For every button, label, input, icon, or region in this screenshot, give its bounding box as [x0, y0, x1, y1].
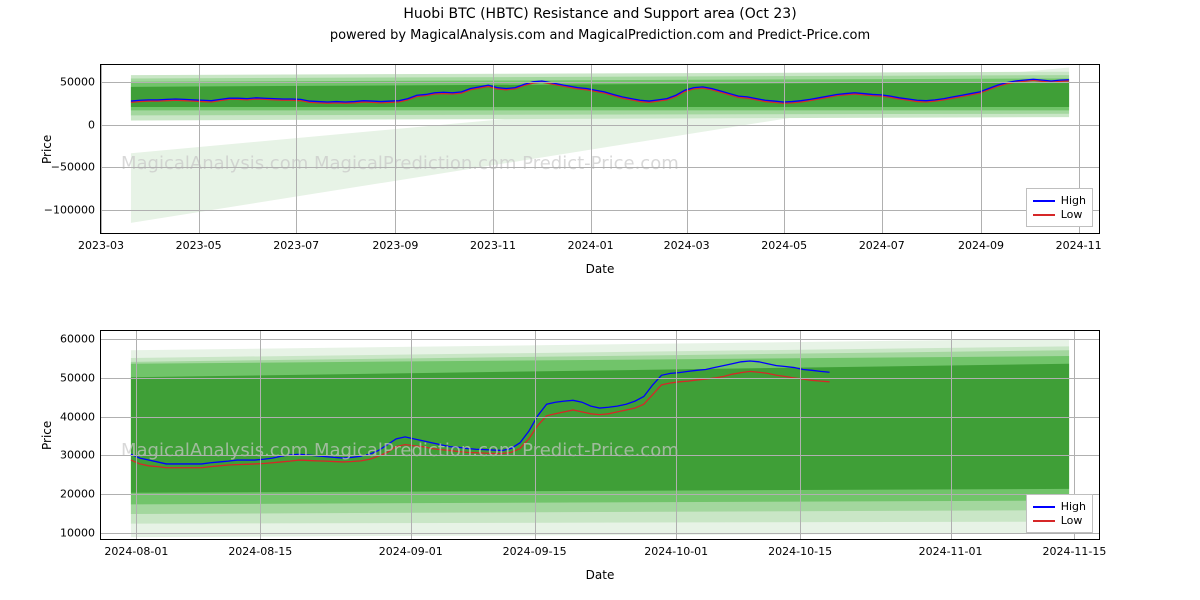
gridline-h [101, 210, 1099, 211]
legend-item: Low [1033, 208, 1086, 221]
gridline-h [101, 167, 1099, 168]
ytick-label: 10000 [60, 527, 101, 540]
gridline-h [101, 533, 1099, 534]
gridline-v [493, 65, 494, 233]
ytick-label: 0 [88, 118, 101, 131]
legend-item: Low [1033, 514, 1086, 527]
xtick-label: 2024-09-01 [379, 539, 443, 558]
xtick-label: 2023-03 [78, 233, 124, 252]
gridline-h [101, 125, 1099, 126]
gridline-v [951, 331, 952, 539]
gridline-v [535, 331, 536, 539]
ytick-label: −50000 [51, 161, 101, 174]
gridline-h [101, 339, 1099, 340]
xtick-label: 2024-10-01 [644, 539, 708, 558]
gridline-v [260, 331, 261, 539]
xtick-label: 2024-09-15 [503, 539, 567, 558]
gridline-v [395, 65, 396, 233]
legend-top: HighLow [1026, 188, 1093, 227]
xtick-label: 2024-05 [761, 233, 807, 252]
ytick-label: 50000 [60, 76, 101, 89]
gridline-v [882, 65, 883, 233]
ytick-label: 40000 [60, 410, 101, 423]
lines-bottom [101, 331, 1099, 539]
lines-top [101, 65, 1099, 233]
legend-label: Low [1061, 514, 1083, 527]
legend-label: High [1061, 194, 1086, 207]
legend-label: Low [1061, 208, 1083, 221]
xtick-label: 2023-11 [470, 233, 516, 252]
gridline-v [800, 331, 801, 539]
xtick-label: 2024-01 [568, 233, 614, 252]
ytick-label: 30000 [60, 449, 101, 462]
ylabel-top: Price [40, 135, 54, 164]
legend-swatch [1033, 214, 1055, 216]
legend-item: High [1033, 500, 1086, 513]
gridline-v [784, 65, 785, 233]
gridline-v [411, 331, 412, 539]
xtick-label: 2024-03 [664, 233, 710, 252]
gridline-v [687, 65, 688, 233]
ytick-label: 60000 [60, 332, 101, 345]
gridline-v [591, 65, 592, 233]
panel-bottom: MagicalAnalysis.com MagicalPrediction.co… [100, 330, 1100, 540]
gridline-v [981, 65, 982, 233]
ytick-label: 50000 [60, 371, 101, 384]
gridline-h [101, 378, 1099, 379]
legend-swatch [1033, 520, 1055, 522]
chart-subtitle: powered by MagicalAnalysis.com and Magic… [0, 28, 1200, 43]
gridline-h [101, 455, 1099, 456]
ytick-label: 20000 [60, 488, 101, 501]
xtick-label: 2024-11-01 [919, 539, 983, 558]
panel-bottom-clip [101, 331, 1099, 539]
xtick-label: 2024-11-15 [1042, 539, 1106, 558]
xtick-label: 2024-08-01 [104, 539, 168, 558]
xtick-label: 2023-05 [176, 233, 222, 252]
xlabel-top: Date [100, 262, 1100, 276]
legend-bottom: HighLow [1026, 494, 1093, 533]
gridline-v [101, 65, 102, 233]
gridline-h [101, 82, 1099, 83]
panel-top: MagicalAnalysis.com MagicalPrediction.co… [100, 64, 1100, 234]
xtick-label: 2023-07 [273, 233, 319, 252]
xlabel-bottom: Date [100, 568, 1100, 582]
xtick-label: 2023-09 [372, 233, 418, 252]
gridline-v [136, 331, 137, 539]
gridline-v [296, 65, 297, 233]
legend-label: High [1061, 500, 1086, 513]
legend-swatch [1033, 200, 1055, 202]
series-low [131, 371, 830, 467]
gridline-v [676, 331, 677, 539]
xtick-label: 2024-09 [958, 233, 1004, 252]
legend-swatch [1033, 506, 1055, 508]
gridline-h [101, 417, 1099, 418]
ytick-label: −100000 [44, 203, 101, 216]
xtick-label: 2024-08-15 [228, 539, 292, 558]
gridline-h [101, 494, 1099, 495]
xtick-label: 2024-07 [859, 233, 905, 252]
figure: Huobi BTC (HBTC) Resistance and Support … [0, 0, 1200, 600]
xtick-label: 2024-10-15 [768, 539, 832, 558]
panel-top-clip [101, 65, 1099, 233]
xtick-label: 2024-11 [1056, 233, 1102, 252]
legend-item: High [1033, 194, 1086, 207]
ylabel-bottom: Price [40, 421, 54, 450]
chart-title: Huobi BTC (HBTC) Resistance and Support … [0, 6, 1200, 22]
gridline-v [199, 65, 200, 233]
